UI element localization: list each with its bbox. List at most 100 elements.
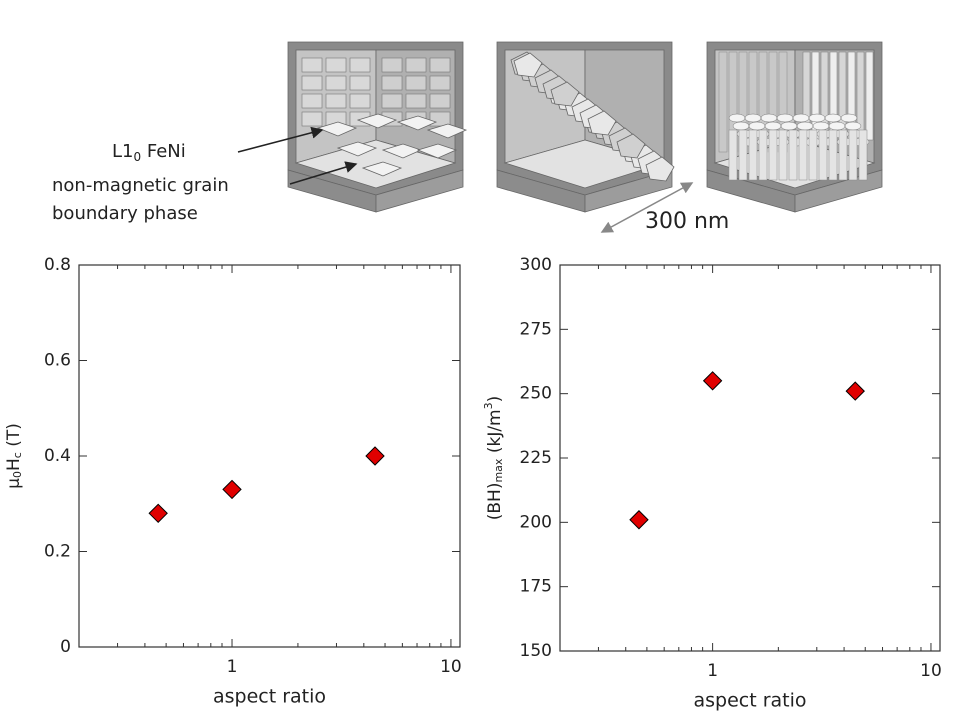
grain <box>728 113 746 123</box>
grain <box>396 115 438 131</box>
data-point <box>629 510 649 530</box>
y-tick-label: 300 <box>520 255 552 275</box>
grain <box>818 129 828 181</box>
x-tick-label: 1 <box>227 657 238 677</box>
label-sup: 3 <box>482 402 495 409</box>
grain <box>426 123 468 139</box>
label-sub: 0 <box>11 471 24 478</box>
grain <box>645 156 675 182</box>
y-tick-label: 150 <box>520 641 552 661</box>
label-part: (T) <box>4 423 24 452</box>
grain <box>429 75 451 91</box>
grain <box>780 121 798 131</box>
grain <box>828 129 838 181</box>
y-tick-label: 250 <box>520 384 552 404</box>
cube-base <box>375 169 464 213</box>
y-tick-label: 0.2 <box>44 542 71 562</box>
grain <box>744 113 762 123</box>
grain <box>429 57 451 73</box>
grain <box>356 113 398 129</box>
phase-label: L10 FeNi <box>112 141 186 164</box>
grain <box>748 129 758 181</box>
label-part: μ <box>4 478 24 489</box>
grain <box>808 129 818 181</box>
grain <box>792 113 810 123</box>
grain <box>325 75 347 91</box>
scale-arrow <box>600 182 694 233</box>
plot-frame <box>78 264 461 648</box>
grain <box>381 57 403 73</box>
label-part: FeNi <box>141 141 186 162</box>
label-part: L1 <box>112 141 133 162</box>
grain <box>325 57 347 73</box>
grain <box>776 113 794 123</box>
plot-frame <box>559 264 941 652</box>
grain <box>361 161 403 177</box>
grain <box>764 121 782 131</box>
grain <box>812 121 830 131</box>
y-axis-label: (BH)max (kJ/m3) <box>482 396 505 521</box>
x-axis-label: aspect ratio <box>693 690 806 712</box>
grain <box>838 129 848 181</box>
grain <box>778 129 788 181</box>
y-tick-label: 225 <box>520 448 552 468</box>
y-tick-label: 0 <box>60 637 71 657</box>
grain <box>550 81 580 107</box>
grain <box>301 57 323 73</box>
grain <box>828 121 846 131</box>
label-part: ) <box>485 396 505 403</box>
label-part: (kJ/m <box>485 409 505 458</box>
grain <box>381 75 403 91</box>
label-sub: 0 <box>133 150 141 164</box>
grain <box>732 121 750 131</box>
grain <box>349 57 371 73</box>
arrow <box>237 126 324 153</box>
grain <box>616 133 646 159</box>
scale-label: 300 nm <box>645 209 729 234</box>
grain <box>405 57 427 73</box>
grain <box>429 93 451 109</box>
grain <box>768 129 778 181</box>
grain <box>760 113 778 123</box>
grain <box>349 93 371 109</box>
arrow <box>289 161 358 185</box>
data-point <box>222 479 242 500</box>
grain <box>301 75 323 91</box>
grain <box>738 129 748 181</box>
y-tick-label: 0.6 <box>44 351 71 371</box>
grain <box>301 111 323 127</box>
label-part: H <box>4 458 24 471</box>
boundary-label: non-magnetic grain <box>52 175 229 196</box>
grain <box>405 75 427 91</box>
grain <box>865 51 874 141</box>
y-tick-label: 0.4 <box>44 446 71 466</box>
grain <box>728 129 738 181</box>
label-part: (BH) <box>485 483 505 521</box>
y-tick-label: 200 <box>520 512 552 532</box>
boundary-label: boundary phase <box>52 203 198 224</box>
grain <box>858 129 868 181</box>
grain <box>748 121 766 131</box>
grain <box>718 51 728 153</box>
y-tick-label: 275 <box>520 319 552 339</box>
grain <box>336 141 378 157</box>
grain <box>808 113 826 123</box>
grain <box>844 121 862 131</box>
grain <box>301 93 323 109</box>
grain <box>788 129 798 181</box>
label-sub: max <box>492 458 505 482</box>
grain <box>824 113 842 123</box>
label-sub: c <box>11 452 24 458</box>
grain <box>758 129 768 181</box>
grain <box>349 75 371 91</box>
x-tick-label: 10 <box>440 657 462 677</box>
grain <box>316 121 358 137</box>
grain <box>840 113 858 123</box>
x-tick-label: 10 <box>920 661 942 681</box>
x-axis-label: aspect ratio <box>213 686 326 708</box>
grain <box>416 143 458 159</box>
grain <box>848 129 858 181</box>
x-tick-label: 1 <box>707 661 718 681</box>
grain <box>796 121 814 131</box>
grain <box>405 93 427 109</box>
